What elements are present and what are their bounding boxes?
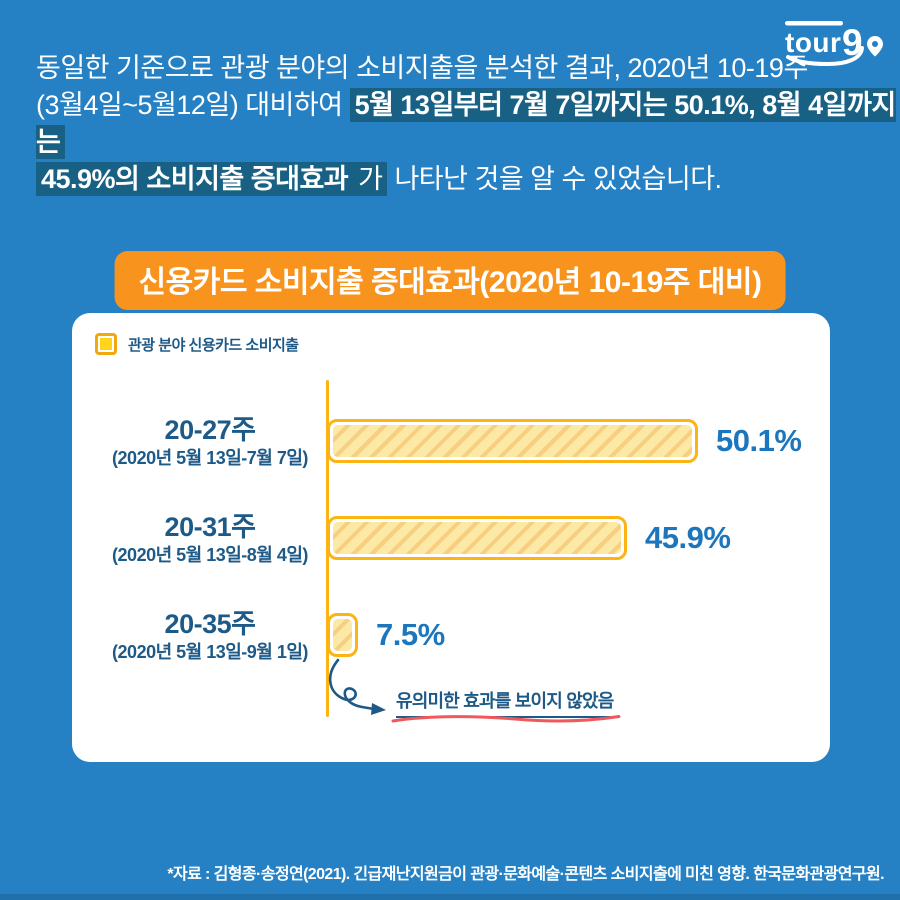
bar-value-label: 7.5% xyxy=(376,617,445,652)
annotation-red-underline xyxy=(391,715,621,723)
category-subtitle: (2020년 5월 13일-8월 4일) xyxy=(112,545,308,565)
bar-hatch-fill xyxy=(333,425,692,457)
bar-value-label: 45.9% xyxy=(645,520,731,555)
bar xyxy=(327,516,627,560)
category-title: 20-35주 xyxy=(164,609,256,639)
logo-swoosh xyxy=(786,46,864,67)
source-citation: *자료 : 김형종·송정연(2021). 긴급재난지원금이 관광·문화예술·콘텐… xyxy=(167,866,884,883)
intro-segment: 45.9%의 소비지출 증대효과 xyxy=(36,162,354,196)
logo-wordmark-prefix: tour xyxy=(785,27,841,58)
bar-value-label: 50.1% xyxy=(716,423,802,458)
bar xyxy=(327,613,358,657)
intro-segment: 가 xyxy=(353,162,388,196)
intro-line: (3월4일~5월12일) 대비하여 5월 13일부터 7월 7일까지는 50.1… xyxy=(36,87,900,161)
category-title: 20-27주 xyxy=(164,415,256,445)
legend-label: 관광 분야 신용카드 소비지출 xyxy=(128,336,299,354)
chart-legend: 관광 분야 신용카드 소비지출 xyxy=(95,333,299,355)
tour9-logo: tour 9 xyxy=(785,21,883,67)
callout-arrow-icon xyxy=(328,658,386,715)
intro-text: 동일한 기준으로 관광 분야의 소비지출을 분석한 결과, 2020년 10-1… xyxy=(36,50,900,198)
category-subtitle: (2020년 5월 13일-7월 7일) xyxy=(112,448,308,468)
chart-title-banner: 신용카드 소비지출 증대효과(2020년 10-19주 대비) xyxy=(114,251,786,310)
logo-wordmark-digit: 9 xyxy=(842,22,863,63)
intro-line: 동일한 기준으로 관광 분야의 소비지출을 분석한 결과, 2020년 10-1… xyxy=(36,50,900,87)
bar-category-label: 20-31주 (2020년 5월 13일-8월 4일) xyxy=(82,512,338,568)
category-subtitle: (2020년 5월 13일-9월 1일) xyxy=(112,642,308,662)
legend-swatch-icon xyxy=(95,333,117,355)
intro-segment: 나타난 것을 알 수 있었습니다. xyxy=(387,164,722,194)
bar-category-label: 20-27주 (2020년 5월 13일-7월 7일) xyxy=(82,415,338,471)
intro-segment: 동일한 기준으로 관광 분야의 소비지출을 분석한 결과, 2020년 10-1… xyxy=(36,53,808,83)
footer-strip xyxy=(0,894,900,900)
intro-segment: (3월4일~5월12일) 대비하여 xyxy=(36,90,350,120)
logo-crossbar xyxy=(785,21,843,26)
bar xyxy=(327,419,698,463)
bar-hatch-fill xyxy=(333,522,621,554)
chart-card: 관광 분야 신용카드 소비지출 20-27주 (2020년 5월 13일-7월 7… xyxy=(72,313,830,762)
intro-line: 45.9%의 소비지출 증대효과 가 나타난 것을 알 수 있었습니다. xyxy=(36,161,900,198)
bar-hatch-fill xyxy=(333,619,352,651)
location-pin-icon xyxy=(867,36,883,57)
bar-category-label: 20-35주 (2020년 5월 13일-9월 1일) xyxy=(82,609,338,665)
category-title: 20-31주 xyxy=(164,512,256,542)
